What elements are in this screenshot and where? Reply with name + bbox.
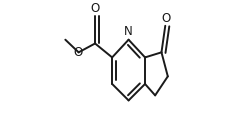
Text: O: O xyxy=(91,2,100,15)
Text: O: O xyxy=(73,46,83,59)
Text: N: N xyxy=(124,25,133,38)
Text: O: O xyxy=(161,12,171,25)
